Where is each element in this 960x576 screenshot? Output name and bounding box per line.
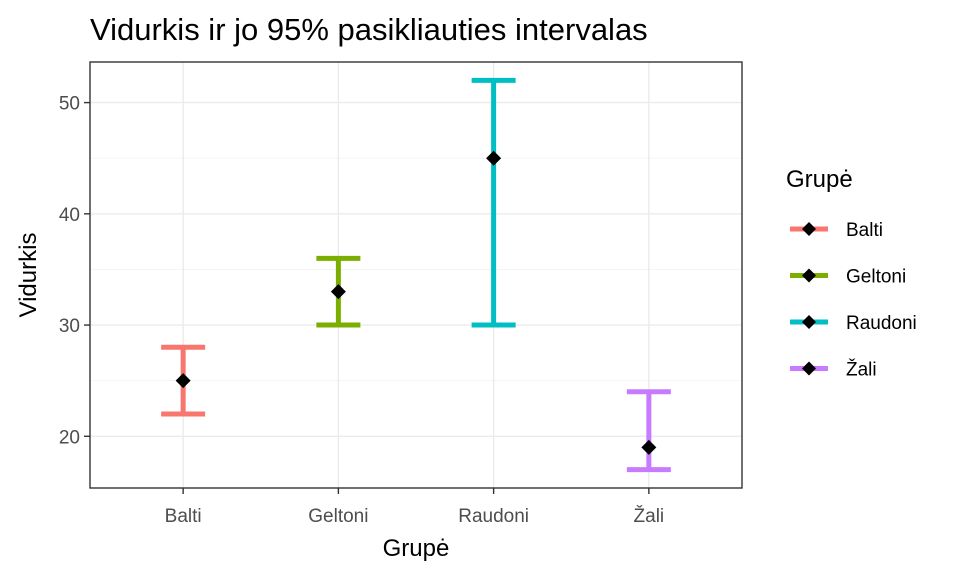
y-tick-label: 20 [59,427,80,448]
errorbar-geltoni [316,255,361,328]
legend-key-point [802,315,816,329]
errorbar-žali [626,389,671,473]
legend-item-žali: Žali [790,359,877,381]
x-tick-label: Raudoni [458,506,529,527]
legend-item-raudoni: Raudoni [790,313,917,334]
plot-panel [89,61,743,489]
legend-keys: Balti Geltoni Raudoni Žali [790,220,917,381]
mean-point [641,439,657,455]
y-axis: 20 30 40 50 [59,94,90,448]
mean-point [330,284,346,300]
legend-title: Grupė [786,166,853,193]
legend-key-point [802,268,816,283]
legend-key-point [802,361,816,376]
panel-background [90,62,742,488]
legend-label: Žali [846,359,877,381]
chart-title: Vidurkis ir jo 95% pasikliauties interva… [90,12,648,47]
mean-point [486,150,502,166]
x-axis: Balti Geltoni Raudoni Žali [165,488,665,527]
y-tick-label: 40 [59,205,80,226]
legend-key-point [802,222,816,236]
legend: Grupė Balti Geltoni Raudoni Žali [786,166,917,381]
mean-point [175,373,191,389]
grid-lines [90,62,742,488]
legend-label: Geltoni [846,267,906,288]
errorbar-raudoni [471,77,516,328]
y-tick-label: 30 [59,316,80,337]
panel-border [89,61,743,489]
x-tick-label: Balti [165,506,202,527]
legend-label: Balti [846,220,883,241]
errorbar-balti [161,344,206,417]
data-marks [161,77,671,473]
legend-item-geltoni: Geltoni [790,267,906,288]
x-tick-label: Žali [634,505,665,527]
legend-item-balti: Balti [790,220,883,241]
x-axis-title: Grupė [383,535,450,562]
x-tick-label: Geltoni [308,506,368,527]
legend-label: Raudoni [846,313,917,334]
y-tick-label: 50 [59,94,80,115]
y-axis-title: Vidurkis [15,233,42,318]
